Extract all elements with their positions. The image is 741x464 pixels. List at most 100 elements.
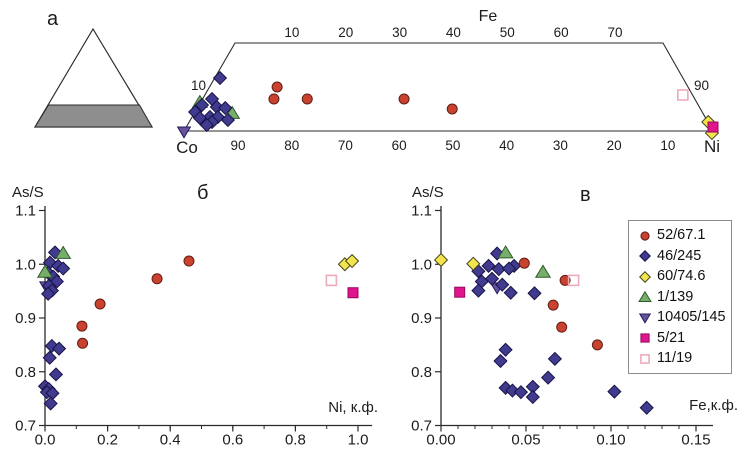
y-tick-label: 0.9 — [411, 310, 432, 327]
marker-triangle-up-green — [534, 264, 552, 278]
x-axis-label: Fe,к.ф. — [689, 397, 738, 414]
ternary-bottom-tick-label: 70 — [338, 138, 353, 153]
marker-diamond-navy — [56, 261, 71, 276]
marker-square-magenta — [640, 333, 650, 343]
marker-triangle-up-green — [55, 245, 72, 259]
marker-diamond-navy — [194, 97, 210, 113]
marker-circle-red — [446, 103, 458, 115]
legend-label: 11/19 — [657, 350, 693, 367]
x-tick-label: 0.8 — [285, 432, 306, 449]
ternary-bottom-tick-label: 30 — [553, 138, 568, 153]
marker-diamond-navy — [639, 400, 654, 415]
marker-diamond-yellow — [639, 270, 651, 283]
marker-circle-red — [271, 81, 283, 93]
marker-diamond-navy — [484, 271, 500, 286]
ternary-top-tick-label: 30 — [392, 25, 407, 40]
x-axis-label: Ni, к.ф. — [328, 399, 378, 416]
ternary-bottom-tick-label: 50 — [445, 138, 460, 153]
y-tick-label: 0.7 — [15, 418, 36, 435]
marker-diamond-navy — [491, 261, 506, 277]
ternary-bottom-tick-label: 20 — [607, 138, 622, 153]
ternary-left-edge-tick: 10 — [191, 78, 206, 93]
ternary-bottom-tick-label: 40 — [499, 138, 514, 153]
marker-square-open-pink — [640, 353, 650, 364]
marker-triangle-up-green — [497, 245, 514, 259]
marker-circle-red — [591, 339, 603, 351]
marker-square-magenta — [347, 287, 359, 299]
marker-diamond-navy — [199, 117, 214, 133]
ternary-top-tick-label: 70 — [607, 25, 622, 40]
legend-label: 1/139 — [657, 288, 694, 305]
legend-label: 52/67.1 — [657, 227, 706, 244]
ternary-top-tick-label: 60 — [554, 25, 569, 40]
marker-triangle-up-green — [36, 264, 54, 278]
marker-diamond-navy — [42, 350, 57, 365]
marker-diamond-navy — [503, 285, 518, 300]
marker-square-open-pink — [325, 274, 338, 287]
legend-box: 52/67.1 46/245 60/74.6 1/139 10405/145 5/21 11… — [628, 220, 732, 374]
legend-marker-icon — [639, 250, 651, 262]
y-tick-label: 0.8 — [411, 364, 432, 381]
marker-diamond-navy — [481, 258, 496, 273]
ternary-top-tick-label: 40 — [446, 25, 461, 40]
marker-square-magenta — [707, 121, 719, 133]
legend-marker-icon — [638, 312, 652, 324]
ternary-top-tick-label: 20 — [338, 25, 353, 40]
marker-circle-red — [151, 273, 163, 285]
y-axis-label: As/S — [12, 184, 44, 201]
x-tick-label: 0.0 — [35, 432, 56, 449]
panel-v-plot: 0.00 0.05 0.10 0.15 0.7 0.8 0.9 1.0 1.1 As/S Fe,к.… — [411, 184, 738, 449]
x-tick-label: 0.10 — [596, 432, 625, 449]
marker-diamond-navy — [607, 384, 622, 399]
legend-label: 10405/145 — [657, 309, 726, 326]
legend-marker-icon — [640, 333, 650, 343]
legend-marker-icon — [640, 353, 650, 364]
y-tick-label: 0.7 — [411, 418, 432, 435]
panel-a-ternary: Fe Co Ni 10 90 10 20 30 40 50 60 70 90 80 70 60 50 40 30 20… — [33, 8, 720, 157]
marker-diamond-navy — [51, 341, 67, 356]
marker-square-open-pink — [567, 274, 580, 287]
marker-diamond-navy — [639, 250, 651, 262]
y-tick-label: 1.1 — [411, 203, 432, 220]
x-tick-label: 0.00 — [426, 432, 455, 449]
marker-diamond-navy — [498, 342, 513, 357]
panel-b-label: б — [197, 182, 209, 204]
panel-a-label: а — [47, 8, 59, 30]
legend-item: 11/19 — [637, 351, 729, 367]
marker-diamond-navy — [471, 283, 486, 298]
marker-triangle-down-purple — [176, 126, 192, 139]
ternary-bottom-tick-label: 90 — [230, 138, 245, 153]
x-tick-label: 0.15 — [681, 432, 710, 449]
marker-circle-red — [268, 93, 280, 105]
legend-item: 60/74.6 — [637, 269, 729, 285]
legend-marker-icon — [638, 290, 652, 302]
panel-b-plot: 0.0 0.2 0.4 0.6 0.8 1.0 0.7 0.8 0.9 1.0 1.1 As/S Ni,… — [12, 184, 378, 449]
ternary-right-edge-tick: 90 — [694, 78, 709, 93]
marker-diamond-navy — [220, 112, 236, 128]
marker-square-magenta — [454, 286, 466, 298]
y-axis-label: As/S — [412, 184, 444, 201]
marker-circle-red — [76, 320, 88, 332]
marker-diamond-navy — [540, 370, 556, 385]
marker-circle-red — [183, 255, 195, 267]
ternary-top-tick-label: 10 — [284, 25, 299, 40]
marker-diamond-navy — [212, 70, 228, 86]
marker-diamond-yellow — [344, 253, 360, 269]
y-tick-label: 1.0 — [15, 256, 36, 273]
legend-item: 10405/145 — [637, 310, 729, 326]
ternary-bottom-tick-label: 80 — [284, 138, 299, 153]
marker-circle-red — [398, 93, 410, 105]
x-tick-label: 0.4 — [160, 432, 181, 449]
y-tick-label: 0.8 — [15, 364, 36, 381]
marker-diamond-yellow — [466, 256, 481, 271]
ternary-bottom-tick-label: 10 — [660, 138, 675, 153]
ternary-co-label: Co — [176, 138, 198, 157]
marker-diamond-navy — [41, 286, 56, 301]
x-tick-label: 1.0 — [348, 432, 369, 449]
marker-square-open-pink — [677, 89, 689, 101]
marker-triangle-up-green — [638, 290, 652, 302]
ternary-bottom-tick-label: 60 — [392, 138, 407, 153]
marker-diamond-navy — [43, 396, 58, 411]
marker-diamond-navy — [218, 100, 233, 116]
